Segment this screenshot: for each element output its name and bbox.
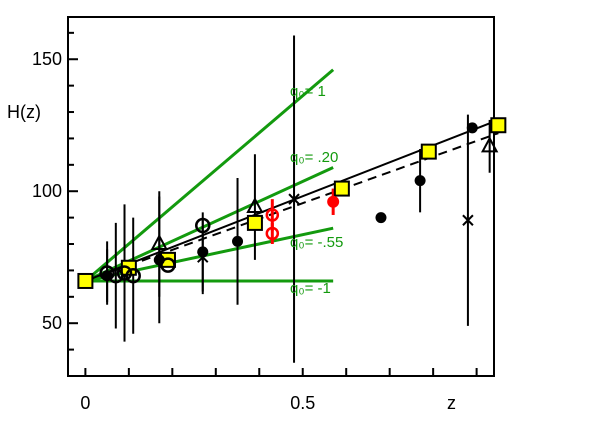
point-open-circle: [108, 267, 124, 284]
y-ticks: 50 100 150: [32, 31, 78, 351]
point-cross: [197, 251, 209, 263]
point-open-circle: [125, 267, 141, 284]
point-triangle: [150, 233, 168, 251]
point-filled-circle-red: [327, 195, 340, 208]
point-open-circle: [195, 217, 211, 234]
x-ticks: 0 0.5: [80, 368, 478, 413]
point-square: [490, 117, 507, 134]
y-tick-label: 100: [32, 181, 62, 201]
point-open-circle: [99, 265, 115, 281]
point-open-circle: [160, 257, 176, 273]
point-filled-circle: [466, 122, 478, 134]
point-open-circle-red: [265, 208, 280, 222]
model-line-label: q₀= .20: [290, 149, 338, 166]
point-square: [77, 272, 94, 289]
model-line-label: q₀= 1: [290, 83, 326, 100]
data-points: [77, 117, 507, 289]
y-axis-label: H(z): [7, 102, 41, 122]
point-filled-circle: [232, 235, 244, 247]
q0-labels: q₀= 1 q₀= .20 q₀= -.55 q₀= -1: [290, 83, 343, 297]
x-tick-label: 0.5: [290, 393, 315, 413]
model-line-label: q₀= -.55: [290, 234, 343, 251]
plot-frame: [67, 16, 495, 377]
x-tick-label: 0: [80, 393, 90, 413]
point-filled-circle: [414, 175, 426, 187]
model-line: [84, 68, 335, 283]
point-triangle: [480, 136, 499, 153]
point-square: [333, 180, 350, 197]
point-filled-circle: [197, 246, 209, 258]
point-filled-circle: [375, 212, 387, 224]
point-cross: [462, 214, 474, 226]
point-triangle: [246, 196, 264, 214]
point-open-circle: [116, 265, 133, 281]
point-square: [420, 143, 437, 160]
y-tick-label: 150: [32, 49, 62, 69]
point-square: [246, 214, 263, 231]
point-cross: [288, 193, 300, 205]
x-axis-label: z: [447, 393, 456, 413]
point-open-circle-red: [265, 226, 280, 241]
model-line-label: q₀= -1: [290, 280, 331, 297]
y-tick-label: 50: [42, 313, 62, 333]
